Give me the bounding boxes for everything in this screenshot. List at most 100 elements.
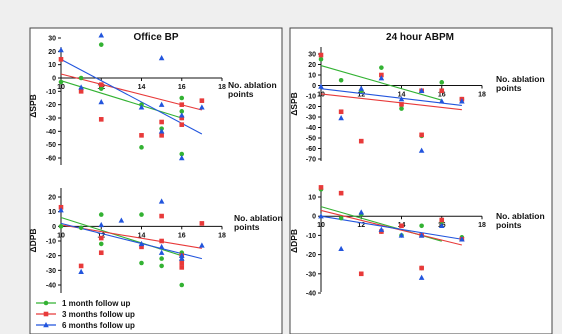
x-axis-label-line1: No. ablation [234, 213, 283, 223]
x-tick-label: 18 [218, 84, 226, 91]
trend-line-3 [60, 222, 203, 260]
x-tick-label: 12 [357, 222, 365, 229]
x-axis-label-line1: No. ablation [228, 80, 277, 90]
x-axis-label-line2: points [496, 83, 522, 93]
data-point-series-3 [178, 155, 185, 161]
data-point-series-3 [138, 104, 145, 110]
trend-line-3 [320, 215, 462, 240]
chart-panel-0: Office BP3020100-10-20-30-40-50-60101214… [28, 32, 277, 165]
data-point-series-3 [58, 207, 64, 213]
data-point-series-1 [179, 109, 185, 114]
y-tick-label: 20 [48, 49, 56, 56]
x-tick-label: 10 [317, 222, 325, 229]
plots-layer: Office BP3020100-10-20-30-40-50-60101214… [28, 32, 545, 298]
data-point-series-1 [98, 212, 104, 217]
data-point-series-2 [159, 238, 164, 244]
legend-label-3: 6 months follow up [62, 321, 135, 330]
data-point-series-2 [439, 217, 445, 223]
y-tick-label: -40 [46, 283, 56, 290]
data-point-series-3 [378, 226, 385, 232]
data-point-series-2 [78, 89, 84, 94]
data-point-series-2 [179, 122, 185, 127]
y-tick-label: -30 [306, 115, 316, 122]
data-point-series-3 [98, 221, 105, 228]
x-tick-label: 18 [218, 232, 226, 239]
data-point-series-3 [78, 84, 84, 90]
data-point-series-2 [98, 235, 104, 241]
data-point-series-3 [418, 147, 425, 153]
legend-label-1: 1 month follow up [62, 299, 131, 308]
y-tick-label: -70 [306, 157, 316, 164]
data-point-series-1 [399, 106, 404, 111]
data-point-series-3 [378, 75, 385, 81]
data-point-series-2 [179, 260, 185, 266]
data-point-series-2 [419, 132, 424, 138]
panel-title: 24 hour ABPM [386, 32, 454, 43]
x-tick-label: 10 [57, 232, 65, 239]
trend-line-2 [60, 73, 203, 111]
data-point-series-1 [179, 151, 185, 157]
trend-line-3 [320, 88, 462, 106]
y-tick-label: 20 [48, 195, 56, 202]
y-tick-label: -30 [46, 116, 56, 123]
y-tick-label: -20 [46, 253, 56, 260]
data-point-series-3 [398, 96, 405, 102]
data-point-series-2 [379, 72, 384, 78]
y-tick-label: 10 [48, 62, 56, 69]
legend: 1 month follow up 3 months follow up 6 mon… [36, 299, 135, 330]
x-tick-label: 14 [398, 92, 406, 99]
data-point-series-3 [199, 104, 205, 110]
data-point-series-1 [379, 65, 384, 70]
data-point-series-3 [358, 85, 365, 91]
y-tick-label: 30 [308, 52, 316, 59]
trend-line-1 [320, 65, 442, 101]
x-axis-label-line1: No. ablation [496, 74, 545, 84]
data-point-series-3 [418, 87, 425, 93]
data-point-series-2 [78, 263, 84, 269]
data-point-series-3 [98, 99, 105, 105]
y-tick-label: 10 [308, 73, 316, 80]
x-tick-label: 12 [357, 92, 365, 99]
y-tick-label: 20 [308, 62, 316, 69]
y-tick-label: -60 [306, 146, 316, 153]
data-point-series-2 [179, 265, 185, 270]
y-tick-label: 10 [308, 195, 316, 202]
chart-panel-3: 100-10-20-30-401012141618No. ablationpoi… [289, 185, 545, 298]
data-point-series-1 [78, 225, 84, 231]
y-tick-label: -10 [46, 89, 56, 96]
x-tick-label: 18 [478, 92, 486, 99]
data-point-series-2 [159, 119, 164, 125]
y-tick-label: 30 [48, 36, 56, 43]
data-point-series-3 [199, 242, 205, 248]
data-point-series-1 [159, 256, 164, 261]
data-point-series-2 [98, 82, 104, 87]
data-point-series-2 [318, 185, 324, 190]
x-axis-label-line2: points [228, 89, 254, 99]
y-tick-label: -50 [306, 136, 316, 143]
data-point-series-1 [419, 223, 424, 229]
data-point-series-3 [158, 101, 165, 107]
data-point-series-3 [158, 128, 165, 134]
x-tick-label: 16 [438, 92, 446, 99]
y-tick-label: -40 [306, 291, 316, 298]
legend-label-2: 3 months follow up [62, 310, 135, 319]
x-tick-label: 16 [178, 232, 186, 239]
data-point-series-3 [358, 209, 365, 215]
data-point-series-2 [358, 138, 364, 144]
data-point-series-1 [78, 75, 84, 81]
data-point-series-1 [98, 241, 104, 247]
data-point-series-2 [139, 133, 144, 138]
data-point-series-1 [58, 79, 64, 85]
data-point-series-2 [439, 88, 445, 94]
y-tick-label: -30 [46, 268, 56, 275]
y-tick-label: 0 [312, 83, 316, 90]
x-tick-label: 18 [478, 222, 486, 229]
x-tick-label: 10 [317, 92, 325, 99]
data-point-series-3 [98, 32, 105, 38]
data-point-series-3 [459, 98, 465, 104]
data-point-series-1 [318, 56, 324, 62]
data-point-series-2 [199, 98, 205, 103]
data-point-series-2 [58, 57, 64, 62]
data-point-series-2 [139, 244, 144, 250]
